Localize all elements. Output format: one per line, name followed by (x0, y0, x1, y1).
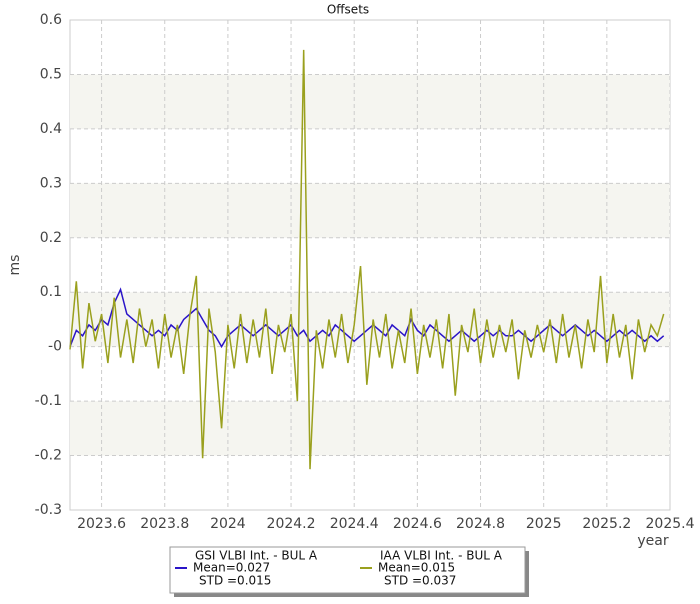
legend-name: IAA VLBI Int. - BUL A (380, 549, 503, 563)
y-tick-label: 0.2 (40, 230, 62, 246)
y-tick-label: 0.1 (40, 284, 62, 300)
legend-box (169, 546, 526, 594)
y-tick-label: 0.5 (40, 66, 62, 82)
y-tick-label: -0.3 (35, 502, 62, 518)
legend-name: GSI VLBI Int. - BUL A (195, 549, 318, 563)
series-line (69, 49, 665, 470)
series-line (69, 287, 665, 349)
y-tick-label: -0.1 (35, 393, 62, 409)
y-tick-label: -0.2 (35, 448, 62, 464)
x-axis-label: year (637, 533, 668, 549)
legend-mean: Mean=0.015 (378, 561, 455, 575)
band (70, 74, 670, 129)
x-tick-label: 2024 (210, 516, 246, 532)
y-tick-label: 0.4 (40, 121, 62, 137)
grid (70, 19, 671, 511)
legend-std: STD =0.015 (199, 574, 271, 588)
y-tick-label: 0.3 (40, 175, 62, 191)
band (70, 292, 670, 347)
x-tick-label: 2024.4 (330, 516, 379, 532)
band (70, 401, 670, 456)
x-tick-label: 2024.8 (456, 516, 505, 532)
y-tick-label: 0.6 (40, 12, 62, 28)
x-tick-label: 2025.2 (582, 516, 631, 532)
legend-mean: Mean=0.027 (193, 561, 270, 575)
band (70, 183, 670, 238)
chart-title: Offsets (327, 3, 369, 17)
y-axis-label: ms (7, 255, 23, 276)
x-tick-label: 2023.8 (140, 516, 189, 532)
x-tick-label: 2024.2 (267, 516, 316, 532)
x-tick-label: 2024.6 (393, 516, 442, 532)
lines (69, 49, 665, 470)
x-tick-label: 2023.6 (77, 516, 126, 532)
bands (69, 19, 671, 511)
x-tick-label: 2025.4 (646, 516, 695, 532)
x-tick-label: 2025 (526, 516, 562, 532)
legend-std: STD =0.037 (384, 574, 456, 588)
y-tick-label: -0 (48, 339, 62, 355)
